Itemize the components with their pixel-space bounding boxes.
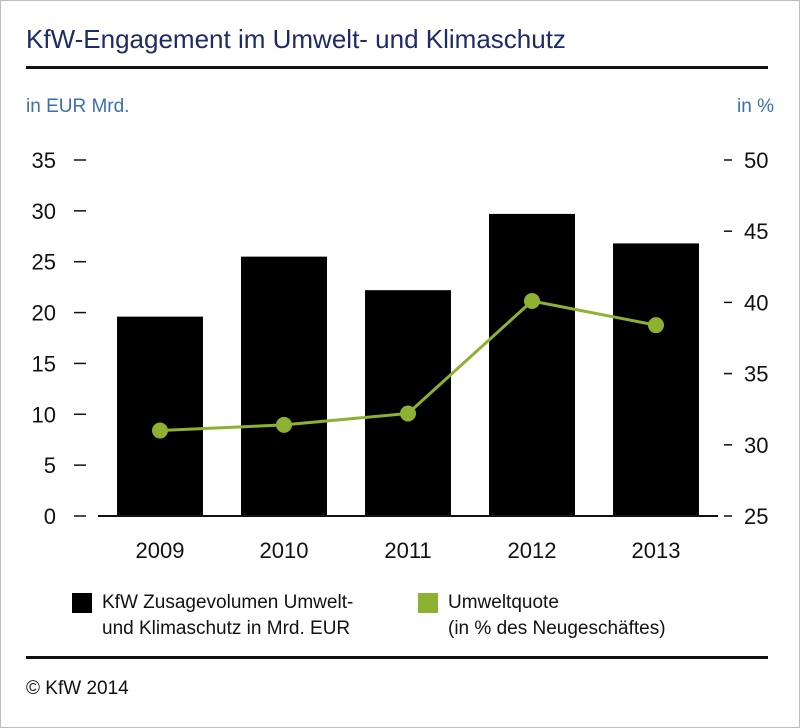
bar-2011 [365, 290, 451, 516]
legend-label-bar: KfW Zusagevolumen Umwelt- und Klimaschut… [102, 590, 353, 642]
legend-label-bar-line2: und Klimaschutz in Mrd. EUR [102, 618, 351, 639]
x-tick-label: 2012 [508, 538, 557, 563]
left-axis-unit: in EUR Mrd. [26, 96, 130, 117]
bar-2012 [489, 213, 575, 516]
x-tick-label: 2009 [136, 538, 185, 563]
right-tick-label: 30 [744, 433, 768, 458]
legend-swatch-line [418, 593, 438, 613]
legend-label-line-line2: (in % des Neugeschäftes) [448, 618, 666, 639]
legend-label-line: Umweltquote (in % des Neugeschäftes) [448, 590, 666, 642]
x-tick-label: 2011 [384, 538, 431, 563]
legend-label-bar-line1: KfW Zusagevolumen Umwelt- [102, 592, 354, 613]
umweltquote-point-2011 [400, 405, 416, 422]
left-tick-label: 10 [32, 402, 56, 427]
left-tick-label: 5 [44, 453, 56, 478]
umweltquote-point-2009 [152, 422, 168, 439]
footer-divider [26, 656, 768, 659]
copyright: © KfW 2014 [26, 678, 129, 699]
legend-item-bar: KfW Zusagevolumen Umwelt- und Klimaschut… [72, 590, 353, 642]
right-tick-label: 40 [744, 290, 768, 315]
right-tick-label: 50 [744, 148, 768, 173]
right-tick-label: 25 [744, 504, 768, 529]
umweltquote-point-2010 [276, 416, 292, 433]
bar-2010 [241, 256, 327, 516]
x-tick-label: 2010 [260, 538, 309, 563]
left-tick-label: 25 [32, 250, 56, 275]
right-axis-unit: in % [737, 96, 774, 117]
left-tick-label: 20 [32, 301, 56, 326]
x-tick-label: 2013 [632, 538, 681, 563]
left-tick-label: 15 [32, 351, 56, 376]
legend-item-line: Umweltquote (in % des Neugeschäftes) [418, 590, 666, 642]
chart-title: KfW-Engagement im Umwelt- und Klimaschut… [26, 24, 566, 54]
right-tick-label: 35 [744, 362, 768, 387]
bar-2009 [117, 316, 203, 516]
legend-label-line-line1: Umweltquote [448, 592, 559, 613]
umweltquote-point-2013 [648, 317, 664, 334]
combo-chart: 0 5 10 15 20 25 30 35 25 30 35 40 45 50 2009 2010 2011 20… [32, 148, 769, 563]
left-tick-label: 35 [32, 148, 56, 173]
bar-2013 [613, 243, 699, 517]
right-tick-label: 45 [744, 219, 768, 244]
left-tick-label: 30 [32, 199, 56, 224]
left-tick-label: 0 [44, 504, 56, 529]
umweltquote-point-2012 [524, 292, 540, 309]
title-divider [26, 66, 768, 69]
legend-swatch-bar [72, 593, 92, 613]
